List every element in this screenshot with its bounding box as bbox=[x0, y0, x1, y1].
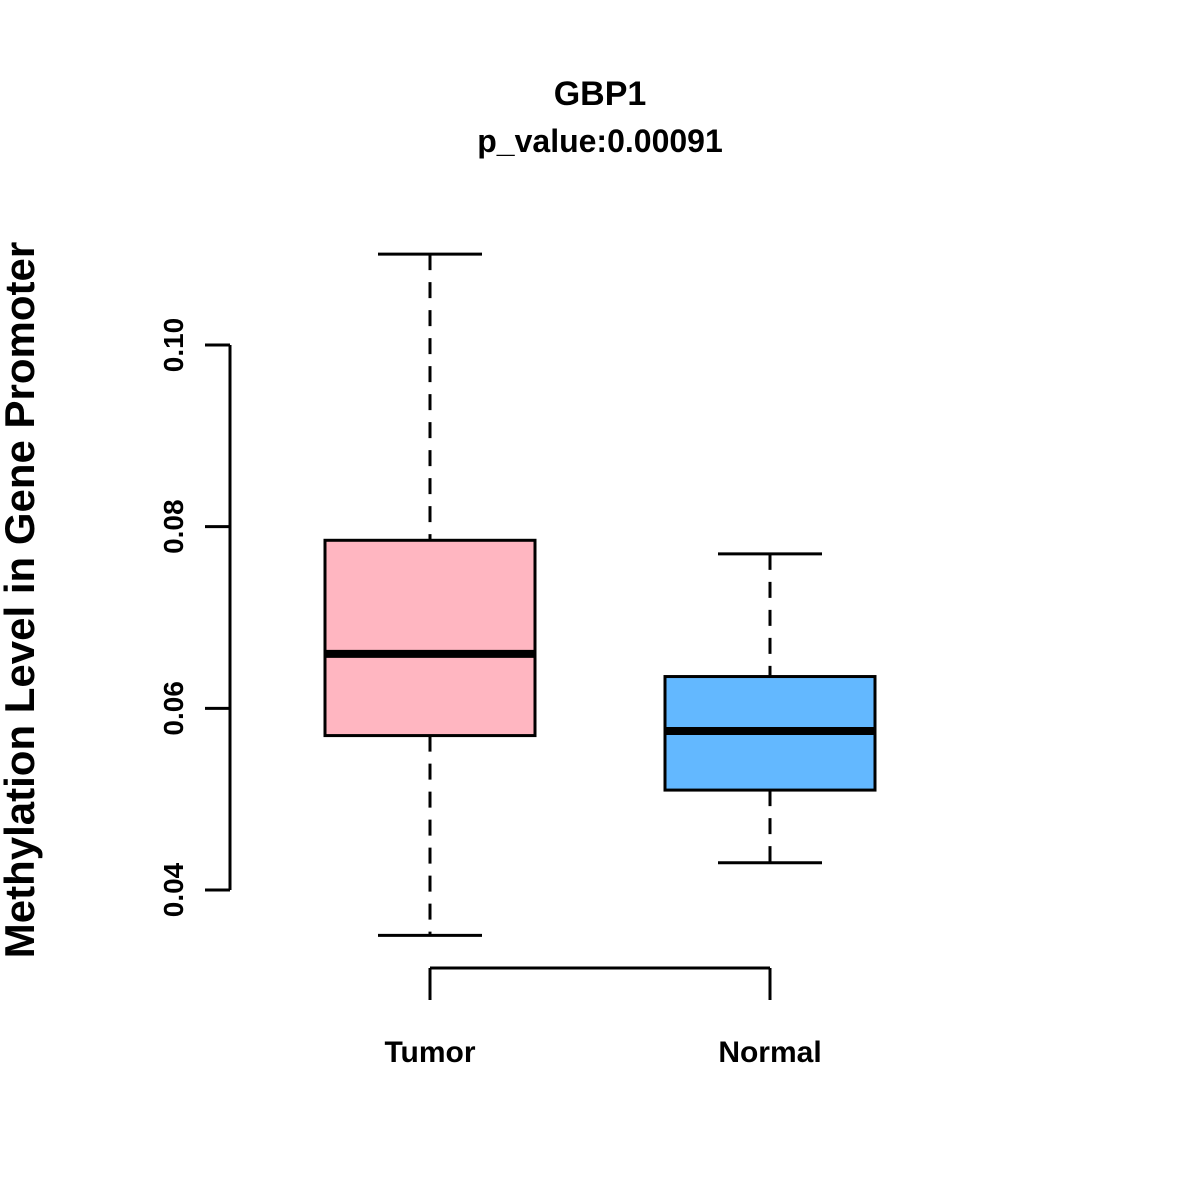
plot-marks: 0.04 0.06 0.08 0.10 Tumor Normal bbox=[158, 252, 877, 1069]
y-tick-label: 0.04 bbox=[158, 862, 189, 917]
chart-subtitle: p_value:0.00091 bbox=[477, 123, 723, 159]
y-tick-label: 0.06 bbox=[158, 681, 189, 736]
chart-title: GBP1 bbox=[554, 75, 647, 113]
box-tumor bbox=[323, 538, 537, 738]
y-tick-label: 0.08 bbox=[158, 499, 189, 554]
x-category-label: Tumor bbox=[384, 1036, 475, 1069]
y-axis-label: Methylation Level in Gene Promoter bbox=[0, 242, 43, 958]
y-tick-label: 0.10 bbox=[158, 318, 189, 373]
x-category-label: Normal bbox=[718, 1036, 821, 1069]
